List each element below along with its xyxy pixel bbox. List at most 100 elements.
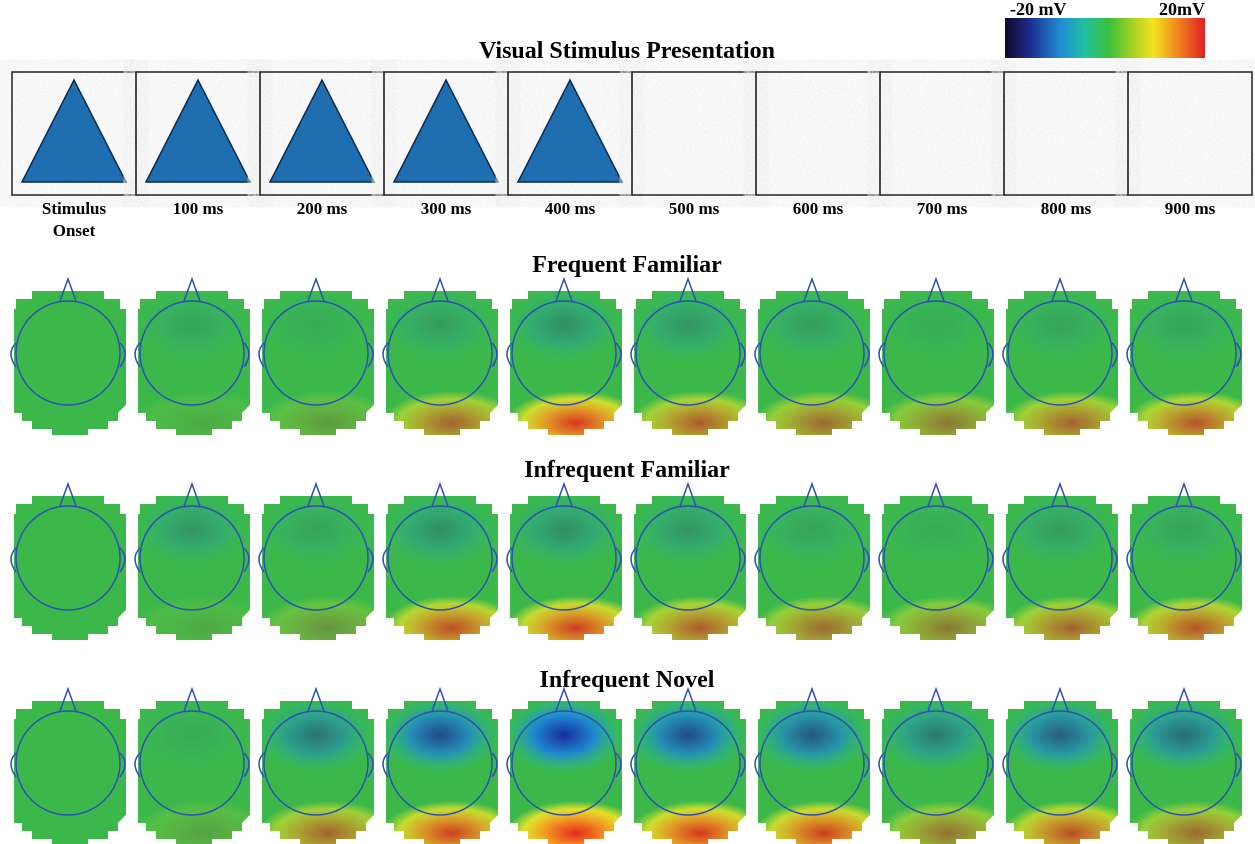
frontal-activity bbox=[1130, 291, 1242, 363]
posterior-activity bbox=[634, 801, 746, 844]
posterior-activity bbox=[758, 596, 870, 640]
posterior-activity bbox=[510, 596, 622, 640]
ear bbox=[863, 547, 870, 573]
ear bbox=[1235, 752, 1242, 778]
ear bbox=[863, 752, 870, 778]
ear bbox=[630, 752, 637, 778]
scalp-fill bbox=[510, 291, 622, 435]
ear bbox=[615, 547, 622, 573]
head-outline bbox=[431, 481, 449, 507]
frontal-activity bbox=[138, 701, 250, 773]
scalp-fill bbox=[882, 701, 994, 844]
frontal-activity bbox=[882, 701, 994, 773]
ear bbox=[243, 752, 250, 778]
title: Visual Stimulus Presentation bbox=[479, 38, 775, 64]
ear bbox=[1126, 342, 1133, 368]
ear bbox=[367, 342, 374, 368]
frontal-activity bbox=[758, 701, 870, 773]
scalp-fill bbox=[138, 701, 250, 844]
ear bbox=[10, 752, 17, 778]
scalp-fill bbox=[634, 701, 746, 844]
head-outline bbox=[635, 505, 741, 611]
posterior-activity bbox=[138, 801, 250, 844]
ear bbox=[1111, 547, 1118, 573]
ear bbox=[134, 547, 141, 573]
head-outline bbox=[139, 710, 245, 816]
scalp-fill bbox=[758, 496, 870, 640]
head-outline bbox=[1051, 686, 1069, 712]
posterior-activity bbox=[510, 801, 622, 844]
scalp-map bbox=[1002, 276, 1118, 435]
posterior-activity bbox=[758, 391, 870, 435]
head-outline bbox=[759, 505, 865, 611]
frontal-activity bbox=[1130, 701, 1242, 773]
ear bbox=[134, 752, 141, 778]
head-outline bbox=[263, 710, 369, 816]
time-label: 800 ms bbox=[1040, 199, 1092, 218]
head-outline bbox=[431, 276, 449, 302]
stimulus-frame bbox=[880, 72, 1004, 195]
ear bbox=[754, 547, 761, 573]
frontal-activity bbox=[262, 701, 374, 773]
head-outline bbox=[511, 505, 617, 611]
head-outline bbox=[387, 300, 493, 406]
head-outline bbox=[1131, 300, 1237, 406]
scalp-fill bbox=[386, 291, 498, 435]
head-outline bbox=[1175, 481, 1193, 507]
time-label: Stimulus Onset bbox=[41, 199, 107, 240]
ear bbox=[754, 752, 761, 778]
frontal-activity bbox=[634, 496, 746, 568]
time-label: 700 ms bbox=[916, 199, 968, 218]
head-outline bbox=[759, 300, 865, 406]
head-outline bbox=[883, 505, 989, 611]
ear bbox=[1126, 752, 1133, 778]
time-label: 900 ms bbox=[1164, 199, 1216, 218]
scalp-fill bbox=[1006, 496, 1118, 640]
scalp-map bbox=[754, 481, 870, 640]
ear bbox=[754, 342, 761, 368]
ear bbox=[1126, 547, 1133, 573]
scalp-fill bbox=[1130, 291, 1242, 435]
scalp-map bbox=[1126, 481, 1242, 640]
head-outline bbox=[387, 710, 493, 816]
head-outline bbox=[387, 505, 493, 611]
head-outline bbox=[59, 481, 77, 507]
scalp-map bbox=[1126, 276, 1242, 435]
frontal-activity bbox=[1006, 701, 1118, 773]
ear bbox=[630, 547, 637, 573]
scalp-map bbox=[10, 276, 126, 435]
head-outline bbox=[1007, 710, 1113, 816]
stimulus-triangle bbox=[20, 78, 128, 183]
condition-title: Infrequent Novel bbox=[540, 667, 715, 693]
ear bbox=[878, 752, 885, 778]
scalp-map bbox=[10, 481, 126, 640]
scalp-map bbox=[754, 686, 870, 844]
frontal-activity bbox=[758, 291, 870, 363]
ear bbox=[615, 342, 622, 368]
scalp-map bbox=[878, 276, 994, 435]
stimulus-frame bbox=[1004, 72, 1128, 195]
posterior-activity bbox=[1006, 391, 1118, 435]
head-outline bbox=[307, 686, 325, 712]
head-outline bbox=[183, 276, 201, 302]
head-outline bbox=[263, 300, 369, 406]
ear bbox=[1002, 547, 1009, 573]
frontal-activity bbox=[882, 496, 994, 568]
ear bbox=[10, 342, 17, 368]
scalp-map bbox=[630, 481, 746, 640]
head-outline bbox=[883, 710, 989, 816]
scalp-fill bbox=[262, 701, 374, 844]
ear bbox=[1235, 342, 1242, 368]
scalp-map bbox=[382, 276, 498, 435]
frontal-activity bbox=[634, 701, 746, 773]
scalp-map bbox=[630, 276, 746, 435]
ear bbox=[1002, 342, 1009, 368]
scalp-fill bbox=[14, 701, 126, 844]
ear bbox=[506, 752, 513, 778]
frontal-activity bbox=[634, 291, 746, 363]
head-outline bbox=[803, 686, 821, 712]
posterior-activity bbox=[882, 801, 994, 844]
head-outline bbox=[1175, 686, 1193, 712]
ear bbox=[243, 547, 250, 573]
